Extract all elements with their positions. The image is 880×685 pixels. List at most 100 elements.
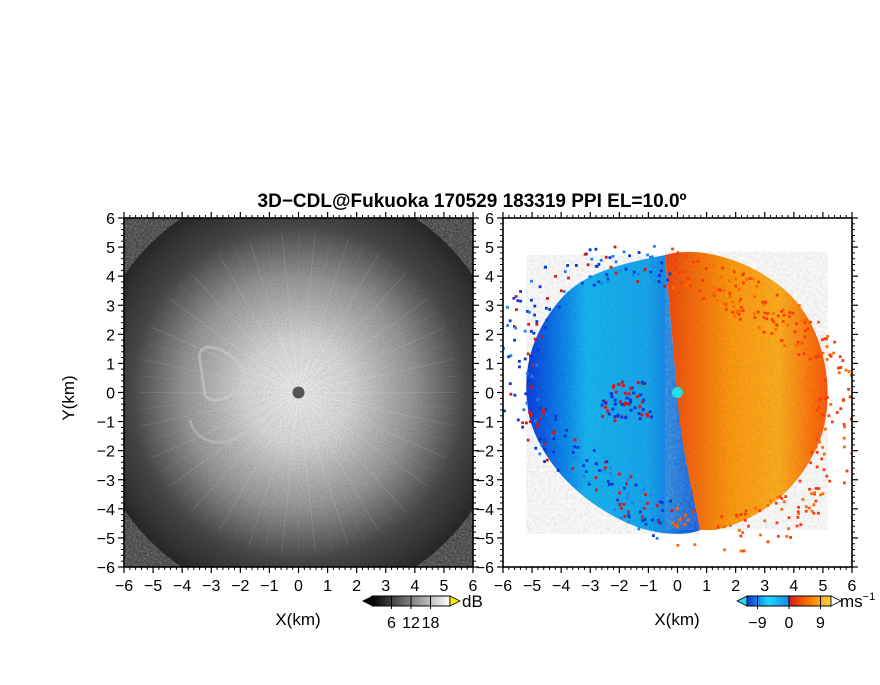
velocity-speckle-cell	[627, 392, 631, 396]
velocity-speckle-cell	[782, 500, 786, 504]
velocity-speckle-cell	[503, 347, 505, 350]
velocity-speckle-cell	[556, 468, 560, 472]
velocity-speckle-cell	[666, 278, 669, 282]
x-tick-label: 1	[702, 578, 711, 595]
velocity-speckle-cell	[828, 353, 832, 357]
velocity-speckle-cell	[643, 381, 647, 385]
velocity-speckle-cell	[544, 408, 547, 412]
velocity-speckle-cell	[597, 280, 601, 284]
velocity-speckle-cell	[766, 540, 770, 544]
velocity-speckle-cell	[629, 386, 633, 390]
velocity-speckle-cell	[637, 251, 641, 254]
velocity-speckle-cell	[639, 393, 643, 397]
velocity-speckle-cell	[766, 312, 770, 316]
velocity-speckle-cell	[681, 269, 685, 273]
velocity-speckle-cell	[849, 373, 852, 377]
velocity-speckle-cell	[683, 523, 687, 527]
velocity-speckle-cell	[728, 279, 731, 283]
velocity-speckle-cell	[780, 507, 784, 511]
velocity-speckle-cell	[821, 351, 825, 355]
velocity-speckle-cell	[741, 531, 745, 535]
velocity-speckle-cell	[686, 277, 690, 280]
colorbar-tick-label: 9	[816, 615, 825, 632]
x-tick-label: −3	[581, 578, 599, 595]
velocity-speckle-cell	[814, 445, 818, 449]
velocity-speckle-cell	[619, 516, 623, 520]
velocity-speckle-cell	[799, 523, 803, 527]
velocity-speckle-cell	[523, 329, 527, 333]
velocity-speckle-cell	[786, 323, 790, 327]
y-tick-label: −3	[476, 473, 494, 490]
velocity-speckle-cell	[736, 515, 740, 519]
velocity-speckle-cell	[728, 295, 732, 299]
velocity-speckle-cell	[576, 446, 580, 449]
velocity-speckle-cell	[606, 409, 610, 413]
velocity-speckle-cell	[606, 479, 610, 483]
velocity-speckle-cell	[796, 510, 800, 514]
velocity-speckle-cell	[765, 317, 769, 321]
reflectivity-streak	[298, 273, 406, 393]
velocity-speckle-cell	[721, 266, 725, 270]
velocity-speckle-cell	[822, 452, 826, 456]
velocity-speckle-cell	[807, 506, 811, 510]
velocity-speckle-cell	[799, 342, 803, 346]
velocity-speckle-cell	[770, 318, 774, 321]
velocity-speckle-cell	[737, 312, 741, 316]
x-tick-label: 0	[294, 578, 303, 595]
velocity-speckle-cell	[818, 398, 822, 402]
velocity-speckle-cell	[693, 543, 697, 547]
y-tick-label: 6	[106, 211, 115, 228]
velocity-speckle-cell	[606, 277, 610, 281]
velocity-speckle-cell	[608, 256, 612, 260]
velocity-speckle-cell	[519, 299, 522, 303]
velocity-speckle-cell	[516, 418, 520, 422]
velocity-speckle-cell	[574, 456, 578, 460]
velocity-speckle-cell	[638, 510, 642, 514]
velocity-speckle-cell	[605, 460, 609, 464]
velocity-speckle-cell	[594, 247, 598, 251]
velocity-speckle-cell	[563, 270, 567, 274]
velocity-speckle-cell	[614, 271, 618, 275]
velocity-speckle-cell	[529, 355, 533, 359]
velocity-speckle-cell	[835, 411, 839, 414]
y-tick-label: 5	[485, 240, 494, 257]
velocity-speckle-cell	[609, 265, 613, 269]
velocity-speckle-cell	[614, 390, 618, 394]
velocity-speckle-cell	[583, 252, 587, 256]
velocity-speckle-cell	[523, 357, 527, 361]
reflectivity-colorbar: 6 12 18 dB	[362, 592, 483, 632]
velocity-speckle-cell	[812, 511, 816, 515]
velocity-speckle-cell	[620, 415, 624, 419]
reflectivity-streak	[298, 358, 456, 393]
velocity-speckle-cell	[843, 481, 846, 485]
velocity-speckle-cell	[778, 495, 782, 499]
velocity-speckle-cell	[735, 311, 739, 315]
velocity-speckle-cell	[757, 280, 760, 284]
velocity-speckle-cell	[628, 254, 631, 258]
velocity-speckle-cell	[806, 327, 810, 331]
velocity-speckle-cell	[592, 449, 596, 452]
velocity-speckle-cell	[789, 536, 793, 539]
velocity-speckle-cell	[809, 461, 813, 465]
velocity-speckle-cell	[613, 398, 617, 402]
velocity-speckle-cell	[580, 281, 584, 285]
velocity-speckle-cell	[701, 279, 704, 282]
velocity-speckle-cell	[526, 438, 530, 442]
velocity-speckle-cell	[514, 295, 518, 298]
x-tick-label: 6	[848, 578, 857, 595]
velocity-speckle-cell	[823, 337, 827, 341]
velocity-speckle-cell	[624, 416, 628, 420]
velocity-speckle-cell	[717, 288, 721, 292]
reflectivity-streak	[248, 392, 299, 545]
velocity-speckle-cell	[651, 518, 654, 522]
velocity-speckle-cell	[692, 510, 696, 514]
velocity-speckle-cell	[763, 519, 767, 523]
velocity-speckle-cell	[836, 366, 840, 370]
velocity-speckle-cell	[845, 469, 849, 473]
velocity-speckle-cell	[839, 366, 843, 369]
velocity-speckle-cell	[817, 406, 821, 409]
reflectivity-streak	[298, 392, 406, 512]
velocity-speckle-cell	[660, 501, 664, 504]
velocity-speckle-cell	[650, 263, 654, 267]
velocity-speckle-cell	[803, 335, 807, 339]
